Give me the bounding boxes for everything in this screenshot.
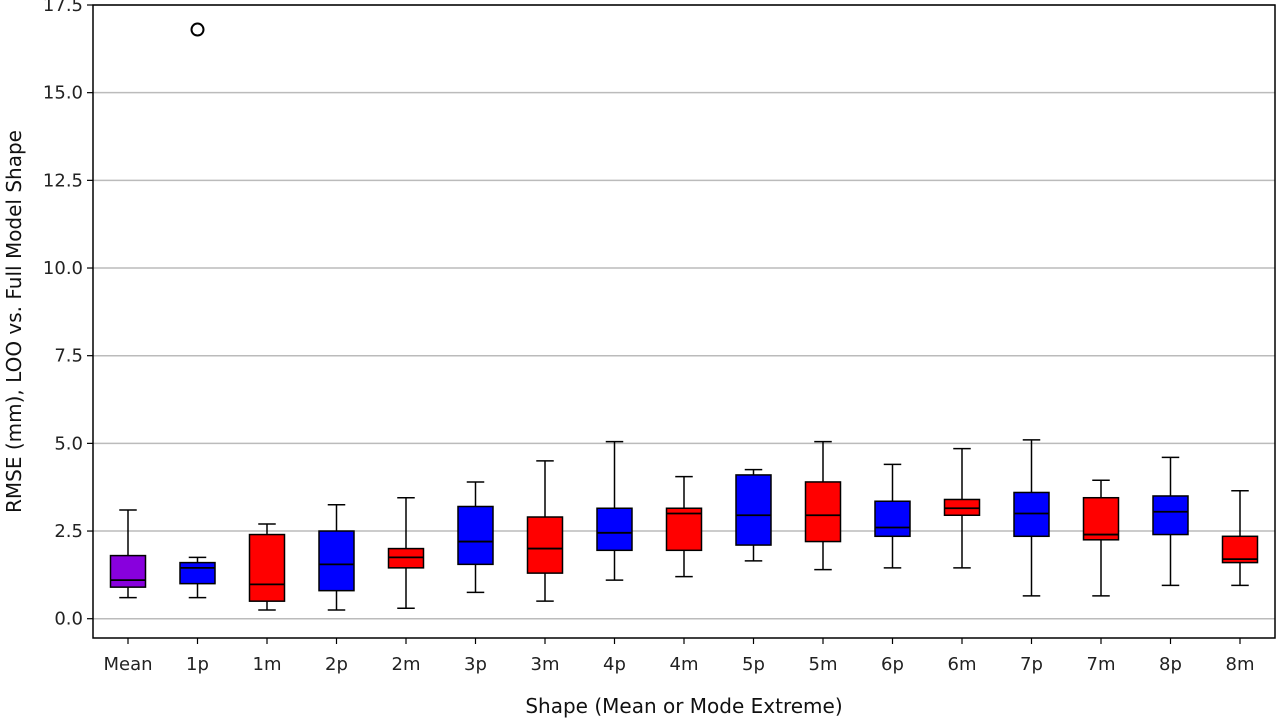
y-tick-label: 5.0: [54, 433, 83, 454]
y-tick-label: 15.0: [43, 83, 83, 104]
box-8p: [1152, 456, 1189, 587]
x-tick-label: 3p: [464, 654, 487, 675]
x-tick-label: 6m: [948, 654, 977, 675]
box-body: [1082, 496, 1120, 541]
box-4p: [596, 440, 633, 581]
box-8m: [1221, 489, 1259, 587]
box-4m: [665, 475, 703, 578]
box-5m: [804, 440, 842, 571]
box-1p: [179, 22, 216, 599]
box-6m: [943, 447, 981, 569]
x-tick-label: 2p: [325, 654, 348, 675]
x-tick-label: 5p: [742, 654, 765, 675]
y-tick-label: 0.0: [54, 609, 83, 630]
y-tick-label: 12.5: [43, 170, 83, 191]
box-2p: [318, 503, 355, 611]
y-tick-label: 17.5: [43, 0, 83, 16]
box-2m: [387, 496, 425, 609]
x-axis-ticks: Mean 1p 1m 2p 2m 3p 3m 4p 4m 5p 5m 6p 6m 7p 7m 8p 8m: [103, 638, 1255, 675]
plot-area-frame: [92, 4, 1276, 639]
box-body: [804, 481, 842, 543]
x-tick-label: 8m: [1226, 654, 1255, 675]
box-body: [457, 505, 494, 566]
y-axis-ticks: 0.0 2.5 5.0 7.5 10.0 12.5 15.0 17.5: [43, 0, 93, 630]
x-tick-label: 6p: [881, 654, 904, 675]
box-7m: [1082, 479, 1120, 597]
y-tick-label: 10.0: [43, 258, 83, 279]
box-1m: [248, 523, 286, 611]
x-tick-label: 8p: [1159, 654, 1182, 675]
x-tick-label: 1m: [253, 654, 282, 675]
y-axis-label: RMSE (mm), LOO vs. Full Model Shape: [2, 130, 26, 513]
box-5p: [735, 468, 772, 562]
box-body: [1152, 495, 1189, 536]
box-body: [874, 500, 911, 538]
outlier-point: [190, 22, 205, 37]
box-7p: [1013, 439, 1050, 597]
box-body: [179, 561, 216, 585]
x-tick-label: Mean: [103, 654, 152, 675]
x-axis-label: Shape (Mean or Mode Extreme): [525, 694, 842, 718]
box-body: [665, 507, 703, 552]
x-tick-label: 7m: [1087, 654, 1116, 675]
x-tick-label: 1p: [186, 654, 209, 675]
y-tick-label: 7.5: [54, 346, 83, 367]
x-tick-label: 3m: [531, 654, 560, 675]
box-body: [248, 533, 286, 602]
box-Mean: [109, 509, 147, 599]
box-body: [596, 507, 633, 552]
box-6p: [874, 463, 911, 569]
box-body: [109, 554, 147, 588]
x-tick-label: 7p: [1020, 654, 1043, 675]
box-body: [318, 530, 355, 592]
y-tick-label: 2.5: [54, 521, 83, 542]
box-3m: [526, 460, 564, 602]
x-tick-label: 2m: [392, 654, 421, 675]
box-body: [735, 474, 772, 546]
x-tick-label: 4m: [670, 654, 699, 675]
x-tick-label: 4p: [603, 654, 626, 675]
box-body: [526, 516, 564, 574]
gridlines: [93, 4, 1275, 620]
box-series: [109, 22, 1259, 611]
box-3p: [457, 481, 494, 594]
x-tick-label: 5m: [809, 654, 838, 675]
